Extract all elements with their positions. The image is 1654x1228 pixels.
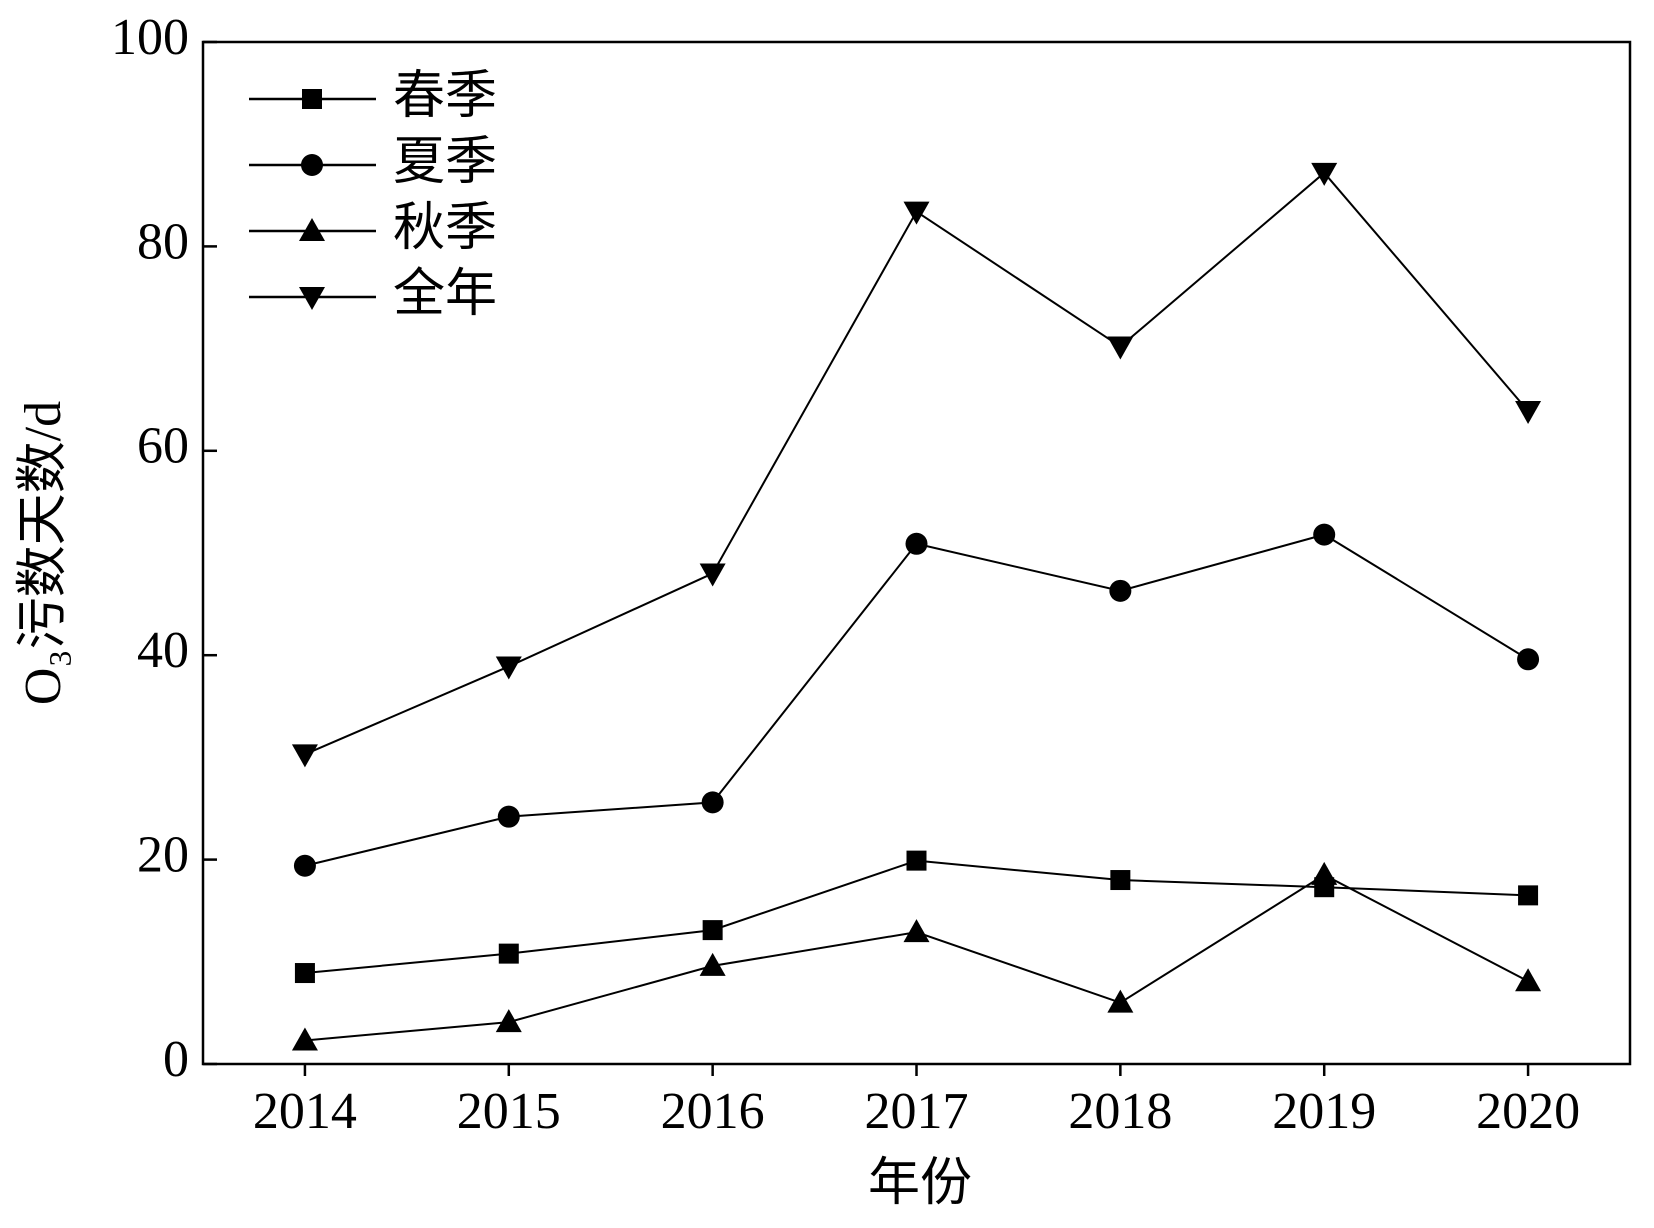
marker	[1311, 861, 1338, 885]
marker	[699, 563, 726, 587]
x-tick-label: 2017	[865, 1083, 969, 1140]
marker	[1107, 336, 1134, 360]
legend-label: 夏季	[393, 134, 497, 191]
series-line	[304, 859, 1529, 975]
y-tick-label: 60	[137, 418, 189, 475]
marker	[291, 744, 318, 768]
legend-label: 春季	[393, 68, 497, 125]
marker	[495, 1009, 522, 1033]
x-tick-label: 2016	[661, 1083, 765, 1140]
y-tick-label: 80	[137, 213, 189, 270]
legend-marker	[302, 89, 322, 109]
y-tick-label: 20	[137, 827, 189, 884]
x-tick-label: 2020	[1476, 1083, 1580, 1140]
legend-marker	[301, 154, 323, 176]
marker	[701, 791, 724, 814]
marker	[294, 963, 315, 984]
x-tick-label: 2019	[1272, 1083, 1376, 1140]
marker	[1110, 870, 1131, 891]
marker	[699, 952, 726, 976]
marker	[291, 1027, 318, 1051]
marker	[495, 656, 522, 680]
legend-label: 全年	[393, 266, 497, 323]
y-tick-label: 40	[137, 622, 189, 679]
marker	[905, 532, 928, 555]
series-line	[304, 873, 1529, 1042]
marker	[497, 805, 520, 828]
y-tick-label: 100	[111, 9, 189, 66]
marker	[1518, 885, 1539, 906]
x-tick-label: 2018	[1068, 1083, 1172, 1140]
x-axis-label: 年份	[868, 1155, 972, 1212]
legend-label: 秋季	[393, 200, 497, 257]
legend-marker	[299, 218, 325, 241]
marker	[702, 920, 723, 941]
marker	[1311, 162, 1338, 186]
legend-marker	[299, 287, 325, 310]
marker	[1107, 989, 1134, 1013]
y-tick-label: 0	[163, 1031, 189, 1088]
marker	[906, 850, 927, 871]
y-axis-label: O₃污数天数/d	[15, 401, 72, 705]
marker	[1515, 400, 1542, 424]
x-tick-label: 2015	[457, 1083, 561, 1140]
marker	[903, 201, 930, 225]
series-line	[304, 171, 1529, 756]
marker	[498, 943, 519, 964]
marker	[293, 854, 316, 877]
series-line	[304, 533, 1529, 867]
marker	[1109, 579, 1132, 602]
marker	[1515, 968, 1542, 992]
marker	[903, 919, 930, 943]
marker	[1313, 523, 1336, 546]
marker	[1517, 648, 1540, 671]
x-tick-label: 2014	[253, 1083, 357, 1140]
